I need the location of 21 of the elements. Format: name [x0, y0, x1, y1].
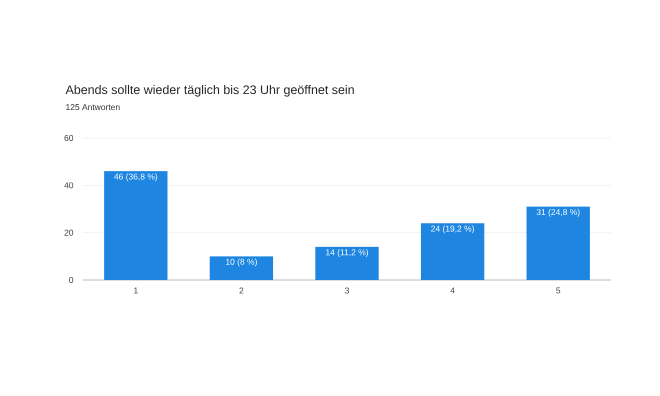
x-tick-label: 3: [344, 288, 349, 294]
x-tick-label: 5: [556, 288, 560, 294]
chart-title: Abends sollte wieder täglich bis 23 Uhr geöffnet sein: [66, 84, 354, 97]
y-tick-label: 20: [64, 230, 74, 236]
bar: [420, 223, 484, 280]
data-label: 46 (36,8 %): [114, 173, 158, 182]
data-label: 10 (8 %): [226, 258, 257, 266]
y-tick-label: 40: [64, 182, 74, 188]
x-tick-label: 2: [239, 288, 244, 294]
bar: [210, 256, 274, 280]
data-label: 31 (24,8 %): [536, 208, 580, 217]
x-tick-label: 1: [134, 288, 138, 294]
bar: [526, 206, 590, 280]
x-tick-label: 4: [450, 288, 455, 294]
chart-subtitle: 125 Antworten: [66, 104, 120, 110]
bar: [315, 246, 379, 280]
y-tick-label: 60: [64, 135, 74, 141]
bar: [104, 171, 168, 280]
data-label: 24 (19,2 %): [431, 225, 474, 234]
y-tick-label: 0: [69, 277, 74, 283]
data-label: 14 (11,2 %): [326, 249, 368, 257]
